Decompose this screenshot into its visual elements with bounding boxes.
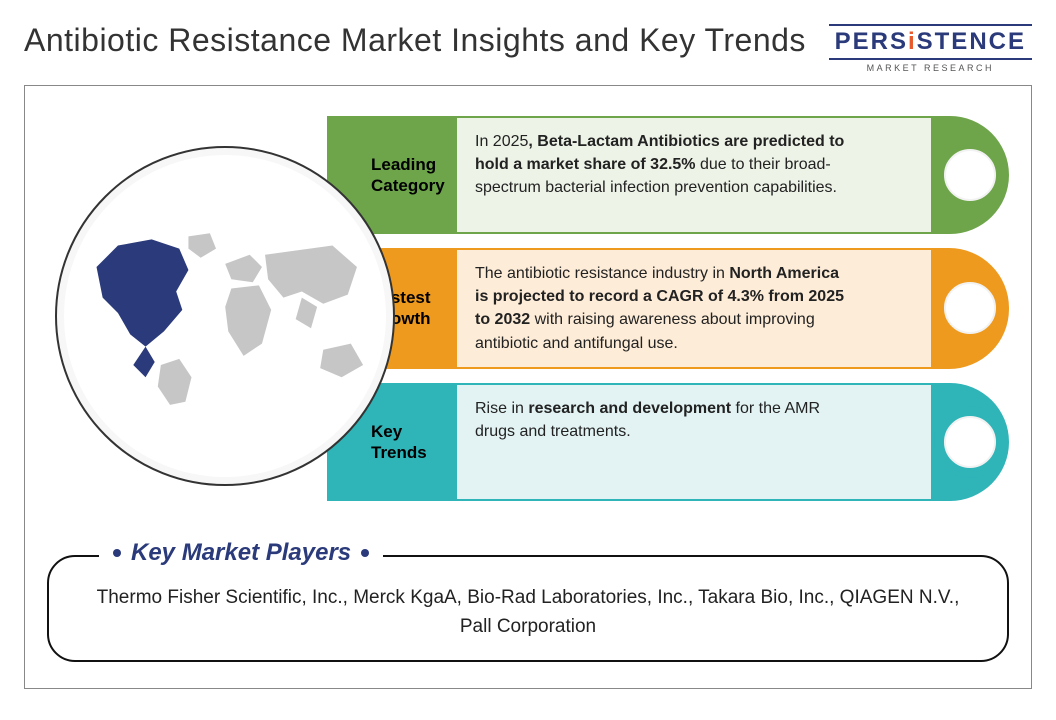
insight-rows: Leading Category In 2025, Beta-Lactam An… xyxy=(327,114,1009,515)
logo-pre: PERS xyxy=(835,28,908,55)
content-frame: Leading Category In 2025, Beta-Lactam An… xyxy=(24,85,1032,689)
insight-text-pre: Rise in xyxy=(475,400,528,417)
logo-subline: MARKET RESEARCH xyxy=(829,63,1032,73)
brand-logo: PERSiSTENCE MARKET RESEARCH xyxy=(829,20,1032,73)
title-dot-icon xyxy=(361,549,369,557)
insight-row-leading-category: Leading Category In 2025, Beta-Lactam An… xyxy=(327,116,1009,234)
endcap-circle-icon xyxy=(934,139,1006,211)
globe-circle xyxy=(55,146,395,486)
endcap-circle-icon xyxy=(934,406,1006,478)
insight-content: In 2025, Beta-Lactam Antibiotics are pre… xyxy=(457,116,931,234)
insight-content: The antibiotic resistance industry in No… xyxy=(457,248,931,369)
insight-text-pre: In 2025 xyxy=(475,133,528,150)
row-endcap xyxy=(931,383,1009,501)
insight-text-bold: research and development xyxy=(528,400,731,417)
insight-row-key-trends: Key Trends Rise in research and developm… xyxy=(327,383,1009,501)
title-dot-icon xyxy=(113,549,121,557)
logo-text: PERSiSTENCE xyxy=(829,24,1032,60)
key-players-title: Key Market Players xyxy=(131,539,351,567)
world-map-icon xyxy=(72,187,378,445)
insight-text-pre: The antibiotic resistance industry in xyxy=(475,265,729,282)
header-row: Antibiotic Resistance Market Insights an… xyxy=(24,20,1032,73)
logo-accent: i xyxy=(908,28,917,55)
globe-inner xyxy=(64,155,387,478)
key-players-title-wrap: Key Market Players xyxy=(99,539,383,567)
row-endcap xyxy=(931,116,1009,234)
page-title: Antibiotic Resistance Market Insights an… xyxy=(24,20,806,60)
row-endcap xyxy=(931,248,1009,369)
main-row: Leading Category In 2025, Beta-Lactam An… xyxy=(47,114,1009,515)
endcap-circle-icon xyxy=(934,272,1006,344)
logo-post: STENCE xyxy=(917,28,1026,55)
insight-content: Rise in research and development for the… xyxy=(457,383,931,501)
insight-row-fastest-growth: Fastest Growth The antibiotic resistance… xyxy=(327,248,1009,369)
key-players-box: Key Market Players Thermo Fisher Scienti… xyxy=(47,555,1009,662)
key-players-list: Thermo Fisher Scientific, Inc., Merck Kg… xyxy=(79,583,977,642)
